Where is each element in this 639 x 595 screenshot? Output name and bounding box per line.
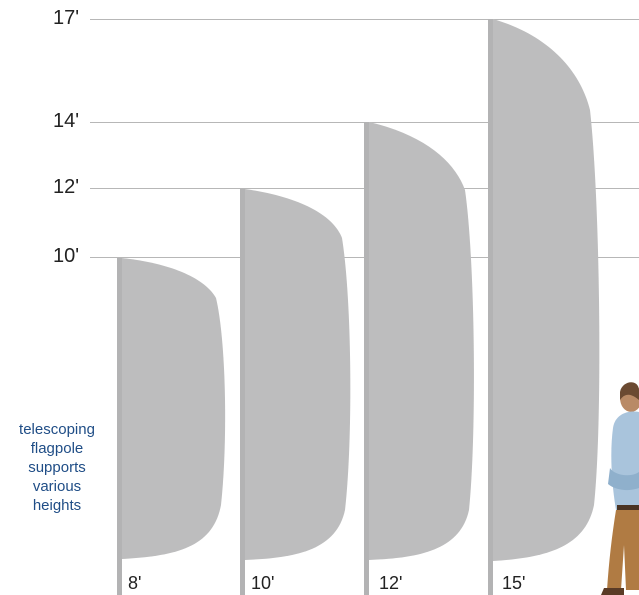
- height-label-10: 10': [53, 245, 80, 267]
- telescoping-caption: telescoping flagpole supports various he…: [2, 420, 112, 515]
- pole-12ft: [364, 122, 369, 595]
- pole-10ft: [240, 189, 245, 595]
- pole-8ft: [117, 258, 122, 595]
- flag-banner-10ft: [245, 189, 351, 560]
- height-label-17: 17': [53, 7, 80, 29]
- caption-line-1: telescoping: [19, 421, 95, 438]
- pole-label-8ft: 8': [128, 573, 142, 593]
- flag-8ft: [117, 258, 226, 595]
- caption-line-5: heights: [32, 497, 82, 514]
- caption-line-4: various: [32, 478, 82, 495]
- flag-12ft: [364, 122, 474, 595]
- flag-banner-15ft: [493, 19, 600, 561]
- flag-10ft: [240, 189, 351, 595]
- pole-15ft: [488, 19, 493, 595]
- height-label-12: 12': [53, 176, 80, 198]
- gridline-17: [90, 19, 639, 20]
- pole-label-15ft: 15': [502, 573, 526, 593]
- pole-label-12ft: 12': [379, 573, 403, 593]
- pole-label-10ft: 10': [251, 573, 275, 593]
- caption-line-2: flagpole: [30, 440, 84, 457]
- flag-banner-8ft: [122, 258, 226, 559]
- standing-person-figure: [601, 382, 639, 595]
- caption-line-3: supports: [28, 459, 86, 476]
- flag-15ft: [488, 19, 600, 595]
- height-label-14: 14': [53, 110, 80, 132]
- flag-banner-12ft: [369, 122, 474, 560]
